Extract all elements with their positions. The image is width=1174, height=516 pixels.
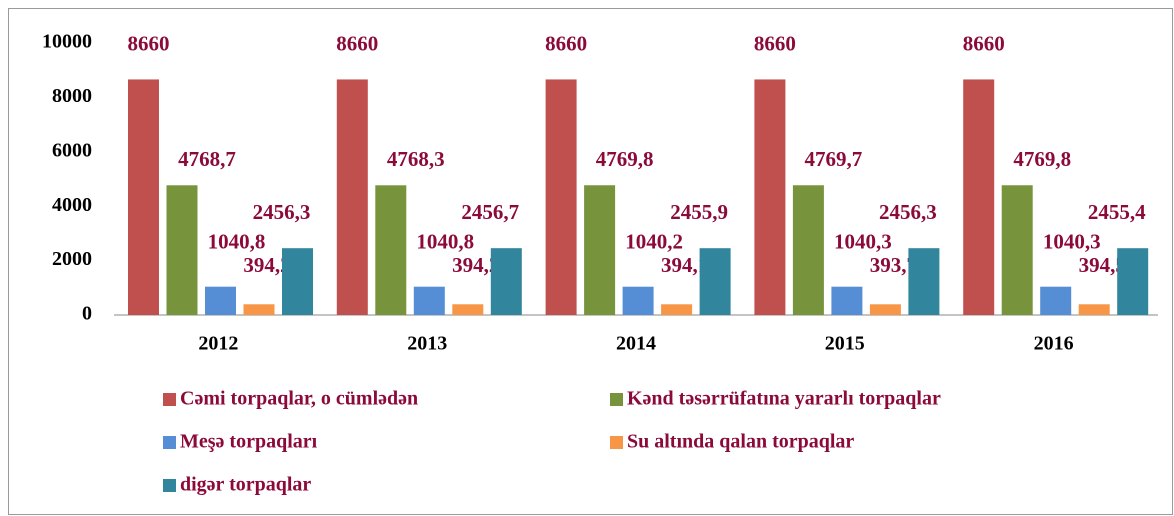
value-label: 8660: [963, 31, 1005, 55]
value-label: 8660: [336, 31, 378, 55]
value-label: 2456,3: [879, 200, 937, 224]
legend-label: Kənd təsərrüfatına yararlı torpaqlar: [627, 388, 941, 410]
bar: [754, 79, 786, 315]
legend-swatch: [163, 436, 176, 449]
value-label: 1040,3: [1043, 230, 1101, 254]
bar: [1117, 248, 1149, 315]
y-tick-label: 10000: [42, 31, 92, 53]
bar: [963, 79, 995, 315]
bar: [831, 286, 863, 315]
bar: [792, 185, 824, 315]
value-label: 1040,8: [208, 230, 266, 254]
value-label: 4768,3: [387, 147, 445, 171]
value-label: 2456,3: [253, 200, 311, 224]
value-label: 8660: [128, 31, 170, 55]
value-label: 1040,8: [416, 230, 474, 254]
bar: [413, 286, 445, 315]
value-label: 4769,8: [596, 147, 654, 171]
bar: [166, 185, 198, 315]
x-tick-label: 2014: [616, 333, 656, 355]
y-tick-label: 8000: [52, 85, 92, 107]
legend-swatch: [610, 393, 623, 406]
bar: [622, 286, 654, 315]
bar: [452, 304, 484, 315]
bar: [336, 79, 368, 315]
y-tick-label: 0: [82, 303, 92, 325]
legend-label: digər torpaqlar: [180, 474, 311, 496]
value-label: 4769,7: [805, 147, 863, 171]
value-label: 8660: [754, 31, 796, 55]
legend-swatch: [163, 393, 176, 406]
value-label: 4768,7: [178, 147, 236, 171]
bar: [128, 79, 159, 315]
x-tick-label: 2012: [198, 333, 238, 355]
value-label: 4769,8: [1013, 147, 1071, 171]
value-label: 8660: [545, 31, 587, 55]
bar: [584, 185, 616, 315]
bar: [1001, 185, 1033, 315]
y-tick-label: 6000: [52, 139, 92, 161]
y-tick-label: 2000: [52, 248, 92, 270]
legend-label: Su altında qalan torpaqlar: [627, 431, 854, 453]
legend-label: Cəmi torpaqlar, o cümlədən: [180, 388, 418, 410]
bar: [205, 286, 236, 315]
bar: [661, 304, 693, 315]
bar: [1040, 286, 1072, 315]
value-label: 2455,9: [670, 200, 728, 224]
value-label: 1040,2: [625, 230, 683, 254]
bar: [545, 79, 577, 315]
x-tick-label: 2015: [825, 333, 865, 355]
value-label: 2456,7: [461, 200, 519, 224]
bar: [1078, 304, 1110, 315]
value-label: 2455,4: [1088, 200, 1146, 224]
bar: [282, 248, 313, 315]
bar: [375, 185, 407, 315]
value-label: 1040,3: [834, 230, 892, 254]
legend-swatch: [163, 479, 176, 492]
bar: [699, 248, 731, 315]
x-tick-label: 2016: [1034, 333, 1074, 355]
bar: [243, 304, 275, 315]
bar: [869, 304, 901, 315]
legend-label: Meşə torpaqları: [180, 431, 318, 453]
bar: [908, 248, 940, 315]
bar: [490, 248, 522, 315]
x-tick-label: 2013: [407, 333, 447, 355]
legend-swatch: [610, 436, 623, 449]
y-tick-label: 4000: [52, 194, 92, 216]
